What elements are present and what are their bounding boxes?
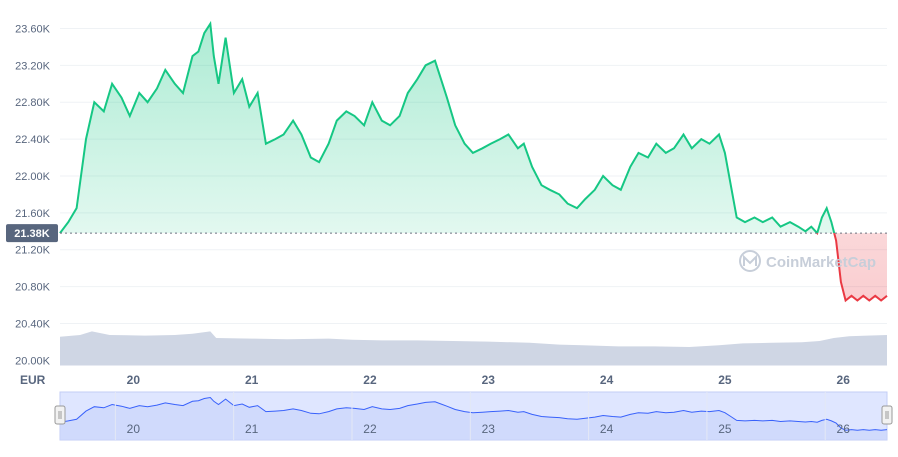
volume-area bbox=[60, 331, 887, 365]
x-tick-label: 25 bbox=[718, 373, 732, 387]
navigator-right-handle[interactable] bbox=[881, 405, 893, 425]
x-tick-label: 22 bbox=[363, 373, 377, 387]
handle-body[interactable] bbox=[54, 405, 66, 425]
navigator-left-handle[interactable] bbox=[54, 405, 66, 425]
navigator-tick-label: 23 bbox=[482, 422, 496, 436]
y-tick-label: 22.00K bbox=[15, 171, 51, 183]
y-tick-label: 20.40K bbox=[15, 319, 51, 331]
navigator-tick-label: 20 bbox=[127, 422, 141, 436]
navigator-tick-label: 22 bbox=[363, 422, 377, 436]
watermark-text: CoinMarketCap bbox=[766, 254, 876, 271]
y-tick-label: 23.60K bbox=[15, 23, 51, 35]
y-tick-label: 22.40K bbox=[15, 134, 51, 146]
coinmarketcap-logo: CoinMarketCap bbox=[739, 250, 876, 272]
current-price-label: 21.38K bbox=[14, 228, 50, 240]
x-tick-label: 20 bbox=[127, 373, 141, 387]
y-tick-label: 21.60K bbox=[15, 208, 51, 220]
price-line-up bbox=[59, 20, 836, 234]
navigator-tick-label: 21 bbox=[245, 422, 259, 436]
x-tick-label: 24 bbox=[600, 373, 614, 387]
price-area-up bbox=[60, 23, 835, 234]
coinmarketcap-icon bbox=[739, 250, 761, 272]
y-tick-label: 22.80K bbox=[15, 97, 51, 109]
y-tick-label: 23.20K bbox=[15, 60, 51, 72]
x-tick-label: 21 bbox=[245, 373, 259, 387]
navigator-area bbox=[60, 397, 887, 440]
currency-label: EUR bbox=[20, 373, 46, 387]
y-tick-label: 21.20K bbox=[15, 245, 51, 257]
navigator-tick-label: 26 bbox=[837, 422, 851, 436]
handle-body[interactable] bbox=[881, 405, 893, 425]
x-tick-label: 23 bbox=[482, 373, 496, 387]
x-tick-label: 26 bbox=[837, 373, 851, 387]
navigator-tick-label: 25 bbox=[718, 422, 732, 436]
y-tick-label: 20.80K bbox=[15, 282, 51, 294]
current-price-badge bbox=[6, 224, 58, 243]
navigator-tick-label: 24 bbox=[600, 422, 614, 436]
range-navigator[interactable]: 20 21 22 23 24 25 26 bbox=[54, 391, 893, 441]
navigator-line bbox=[59, 396, 888, 431]
y-tick-label: 20.00K bbox=[15, 355, 51, 367]
